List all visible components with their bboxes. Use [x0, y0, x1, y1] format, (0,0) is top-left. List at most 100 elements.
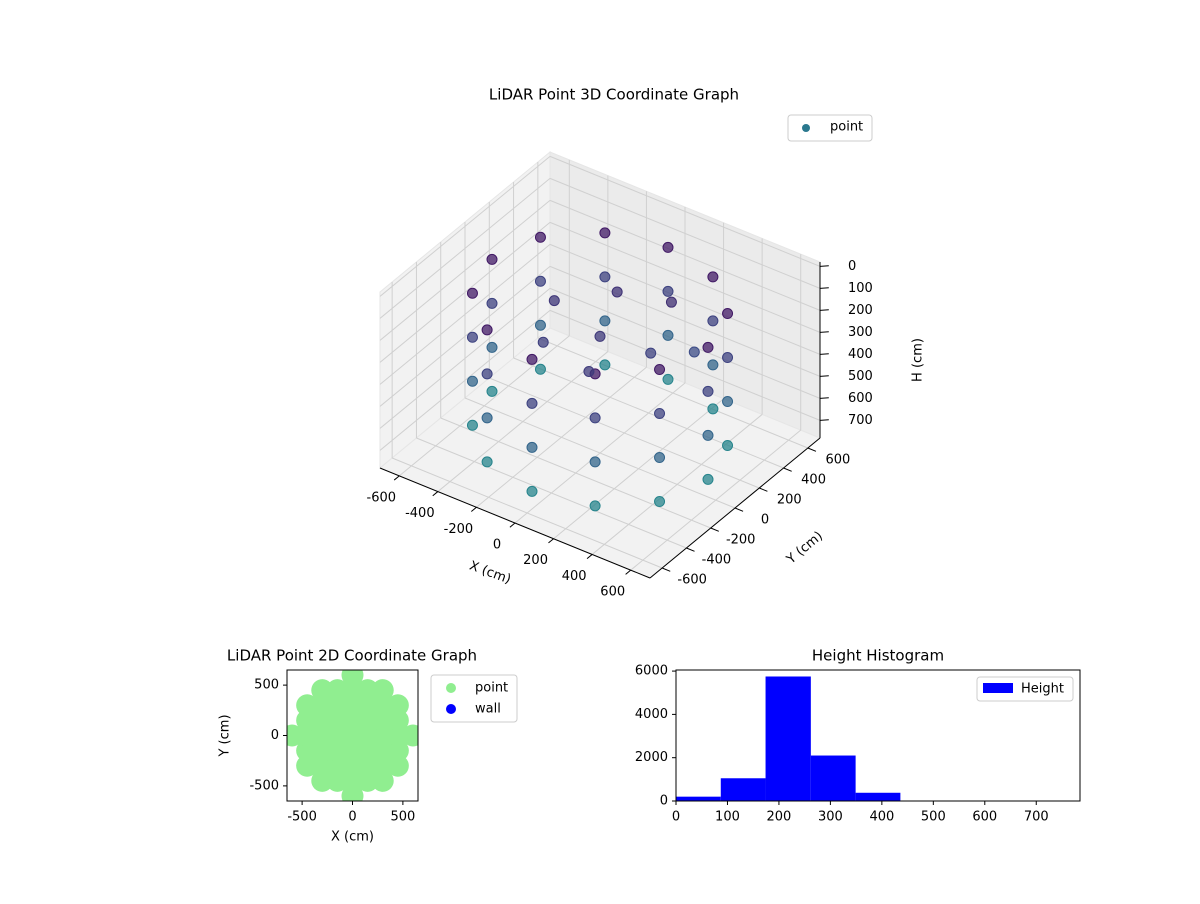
- y-tick-label: 200: [777, 493, 802, 508]
- point: [584, 366, 594, 376]
- y-tick-label: -200: [726, 533, 756, 548]
- point: [708, 360, 718, 370]
- point: [723, 353, 733, 363]
- y-tick-label: 400: [801, 473, 826, 488]
- point: [538, 337, 548, 347]
- tick-mark: [820, 398, 829, 399]
- point: [467, 332, 477, 342]
- point: [482, 457, 492, 467]
- legend-marker: [446, 683, 456, 693]
- point: [663, 286, 673, 296]
- point: [708, 272, 718, 282]
- point: [549, 296, 559, 306]
- y-tick-label: 4000: [635, 707, 668, 722]
- x-tick-label: 700: [1024, 810, 1049, 825]
- point: [482, 413, 492, 423]
- x-tick-label: -400: [405, 506, 435, 521]
- z-tick-label: 500: [848, 369, 873, 384]
- tick-mark: [820, 310, 829, 311]
- legend-label: Height: [1021, 682, 1064, 697]
- y-tick-label: 6000: [635, 664, 668, 679]
- z-tick-label: 300: [848, 325, 873, 340]
- x-tick-label: 100: [715, 810, 740, 825]
- point: [708, 316, 718, 326]
- x-tick-label: -200: [444, 522, 474, 537]
- x-tick-label: 0: [493, 538, 501, 553]
- bar: [856, 793, 901, 801]
- y-tick-label: 0: [761, 513, 769, 528]
- point: [595, 331, 605, 341]
- point: [487, 386, 497, 396]
- y-tick-label: 500: [254, 678, 279, 693]
- y-tick-label: 0: [271, 728, 279, 743]
- point: [655, 365, 665, 375]
- point: [590, 501, 600, 511]
- point: [487, 342, 497, 352]
- bar: [766, 676, 811, 801]
- legend-label: point: [475, 681, 508, 696]
- bar: [811, 756, 856, 801]
- point: [467, 420, 477, 430]
- tick-mark: [820, 266, 829, 267]
- y-tick-label: -500: [249, 778, 279, 793]
- x-tick-label: 200: [523, 553, 548, 568]
- point: [646, 348, 656, 358]
- x-tick-label: -600: [367, 490, 397, 505]
- point: [600, 360, 610, 370]
- point: [487, 298, 497, 308]
- tick-mark: [820, 420, 829, 421]
- y-axis-label: Y (cm): [218, 714, 233, 757]
- chart-title: LiDAR Point 3D Coordinate Graph: [489, 86, 739, 104]
- point: [703, 342, 713, 352]
- point: [527, 486, 537, 496]
- point: [666, 297, 676, 307]
- point: [723, 309, 733, 319]
- x-tick-label: 600: [972, 810, 997, 825]
- point: [600, 316, 610, 326]
- point: [527, 354, 537, 364]
- point: [535, 276, 545, 286]
- point: [663, 330, 673, 340]
- point: [535, 320, 545, 330]
- point: [487, 254, 497, 264]
- y-tick-label: 600: [825, 453, 850, 468]
- point: [655, 409, 665, 419]
- z-tick-label: 700: [848, 413, 873, 428]
- x-tick-label: 400: [869, 810, 894, 825]
- z-tick-label: 200: [848, 303, 873, 318]
- point: [663, 374, 673, 384]
- y-tick-label: -600: [677, 573, 707, 588]
- point: [703, 474, 713, 484]
- x-axis-label: X (cm): [331, 830, 374, 845]
- point: [590, 413, 600, 423]
- point: [467, 288, 477, 298]
- y-tick-label: -400: [702, 553, 732, 568]
- point: [703, 386, 713, 396]
- tick-mark: [820, 354, 829, 355]
- z-tick-label: 400: [848, 347, 873, 362]
- x-tick-label: 0: [348, 810, 356, 825]
- chart-title: Height Histogram: [812, 647, 944, 665]
- point: [527, 398, 537, 408]
- x-tick-label: 300: [818, 810, 843, 825]
- point: [482, 325, 492, 335]
- point: [482, 369, 492, 379]
- point: [535, 232, 545, 242]
- point: [535, 364, 545, 374]
- x-tick-label: 0: [672, 810, 680, 825]
- legend-label: wall: [475, 702, 501, 717]
- x-tick-label: -500: [287, 810, 317, 825]
- legend-marker: [983, 683, 1013, 693]
- legend-label: point: [830, 120, 863, 135]
- point: [655, 497, 665, 507]
- point: [703, 430, 713, 440]
- x-tick-label: 200: [767, 810, 792, 825]
- tick-mark: [820, 376, 829, 377]
- point: [590, 457, 600, 467]
- y-tick-label: 0: [660, 794, 668, 809]
- bar: [721, 778, 766, 801]
- z-axis-label: H (cm): [911, 338, 926, 382]
- point: [600, 272, 610, 282]
- bar: [676, 797, 721, 801]
